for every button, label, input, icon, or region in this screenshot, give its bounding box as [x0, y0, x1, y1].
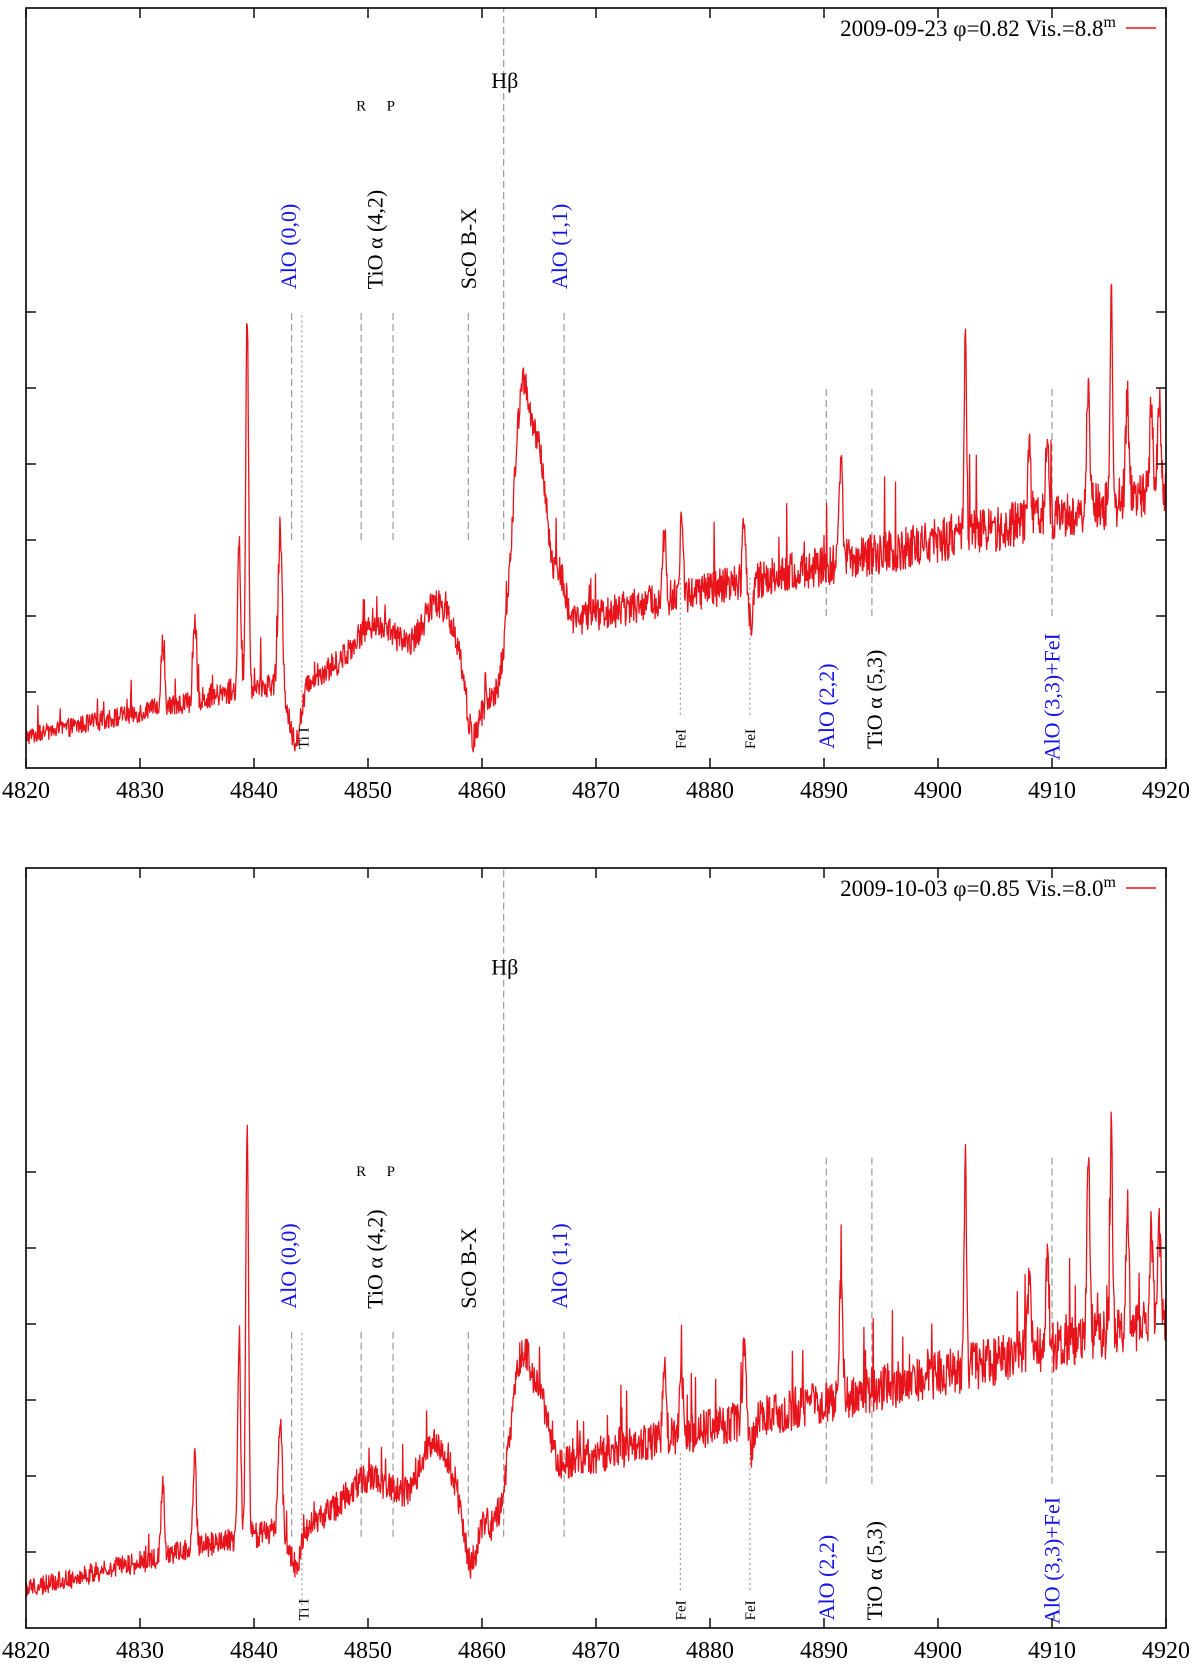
x-tick-label: 4860 — [458, 1638, 506, 1664]
legend-label: 2009-10-03 φ=0.85 Vis.=8.0m — [840, 874, 1116, 901]
line-label: FeI — [674, 1600, 690, 1620]
line-label: AlO (0,0) — [276, 1223, 301, 1309]
x-tick-label: 4820 — [2, 778, 50, 804]
x-tick-label: 4880 — [686, 778, 734, 804]
x-tick-label: 4910 — [1028, 1638, 1076, 1664]
legend-vis: Vis.=8.0 — [1026, 876, 1104, 901]
line-label: P — [387, 1164, 395, 1180]
legend-label: 2009-09-23 φ=0.82 Vis.=8.8m — [840, 14, 1116, 41]
x-tick-label: 4850 — [344, 778, 392, 804]
line-label: Ti I — [296, 727, 312, 749]
x-tick-label: 4840 — [230, 778, 278, 804]
line-label: AlO (0,0) — [276, 204, 301, 290]
x-tick-label: 4890 — [800, 1638, 848, 1664]
line-label: AlO (2,2) — [814, 1535, 839, 1621]
legend-date: 2009-09-23 — [840, 16, 947, 41]
x-axis-ticks: 4820 4830 4840 4850 4860 4870 4880 4890 4900 4910… — [2, 868, 1190, 1664]
x-tick-label: 4820 — [2, 1638, 50, 1664]
marker-lines — [291, 868, 1053, 1606]
panel-top: AlO (0,0) TiO α (4,2) R P ScO B-X Hβ AlO (1,1)… — [2, 7, 1190, 804]
line-label: AlO (3,3)+FeI — [1040, 1497, 1065, 1624]
y-axis-ticks — [26, 311, 1166, 693]
legend-phase: φ=0.85 — [953, 876, 1020, 901]
x-tick-label: 4900 — [914, 1638, 962, 1664]
line-label: AlO (3,3)+FeI — [1040, 633, 1065, 760]
x-tick-label: 4830 — [116, 1638, 164, 1664]
line-label: ScO B-X — [456, 208, 481, 289]
line-label: AlO (1,1) — [547, 204, 572, 290]
line-labels: AlO (0,0) TiO α (4,2) R P ScO B-X Hβ AlO (1,1)… — [276, 68, 1065, 761]
x-tick-label: 4920 — [1142, 1638, 1190, 1664]
x-tick-label: 4920 — [1142, 778, 1190, 804]
line-label: ScO B-X — [456, 1227, 481, 1308]
x-tick-label: 4910 — [1028, 778, 1076, 804]
legend-vis: Vis.=8.8 — [1026, 16, 1104, 41]
x-axis-ticks: 4820 4830 4840 4850 4860 4870 4880 4890 4900 4910… — [2, 8, 1190, 804]
line-label: AlO (2,2) — [814, 663, 839, 749]
line-label: R — [356, 1164, 366, 1180]
line-labels: AlO (0,0) TiO α (4,2) R P ScO B-X Hβ AlO (1,1)… — [276, 954, 1065, 1624]
line-label: TiO α (5,3) — [862, 650, 887, 749]
legend: 2009-10-03 φ=0.85 Vis.=8.0m — [840, 874, 1156, 901]
line-label: Hβ — [491, 954, 518, 979]
line-label: P — [387, 99, 395, 115]
x-tick-label: 4860 — [458, 778, 506, 804]
x-tick-label: 4870 — [572, 1638, 620, 1664]
marker-lines — [291, 8, 1053, 723]
spectrum-line — [25, 1111, 1167, 1598]
line-label: R — [356, 99, 366, 115]
line-label: TiO α (5,3) — [862, 1521, 887, 1620]
x-tick-label: 4880 — [686, 1638, 734, 1664]
line-label: TiO α (4,2) — [363, 190, 388, 289]
x-tick-label: 4900 — [914, 778, 962, 804]
x-tick-label: 4870 — [572, 778, 620, 804]
x-tick-label: 4830 — [116, 778, 164, 804]
line-label: TiO α (4,2) — [363, 1209, 388, 1308]
line-label: AlO (1,1) — [547, 1223, 572, 1309]
line-label: Ti I — [296, 1599, 312, 1621]
legend-phase: φ=0.82 — [953, 16, 1020, 41]
x-tick-label: 4890 — [800, 778, 848, 804]
spectrum-line — [25, 283, 1167, 753]
line-label: Hβ — [491, 68, 518, 93]
line-label: FeI — [743, 729, 759, 749]
y-axis-ticks — [26, 1171, 1166, 1553]
legend-date: 2009-10-03 — [840, 876, 947, 901]
line-label: FeI — [743, 1600, 759, 1620]
panel-bottom: AlO (0,0) TiO α (4,2) R P ScO B-X Hβ AlO (1,1)… — [2, 867, 1190, 1664]
x-tick-label: 4850 — [344, 1638, 392, 1664]
legend-vis-sup: m — [1104, 874, 1117, 891]
legend-vis-sup: m — [1104, 14, 1117, 31]
legend: 2009-09-23 φ=0.82 Vis.=8.8m — [840, 14, 1156, 41]
line-label: FeI — [674, 729, 690, 749]
x-tick-label: 4840 — [230, 1638, 278, 1664]
